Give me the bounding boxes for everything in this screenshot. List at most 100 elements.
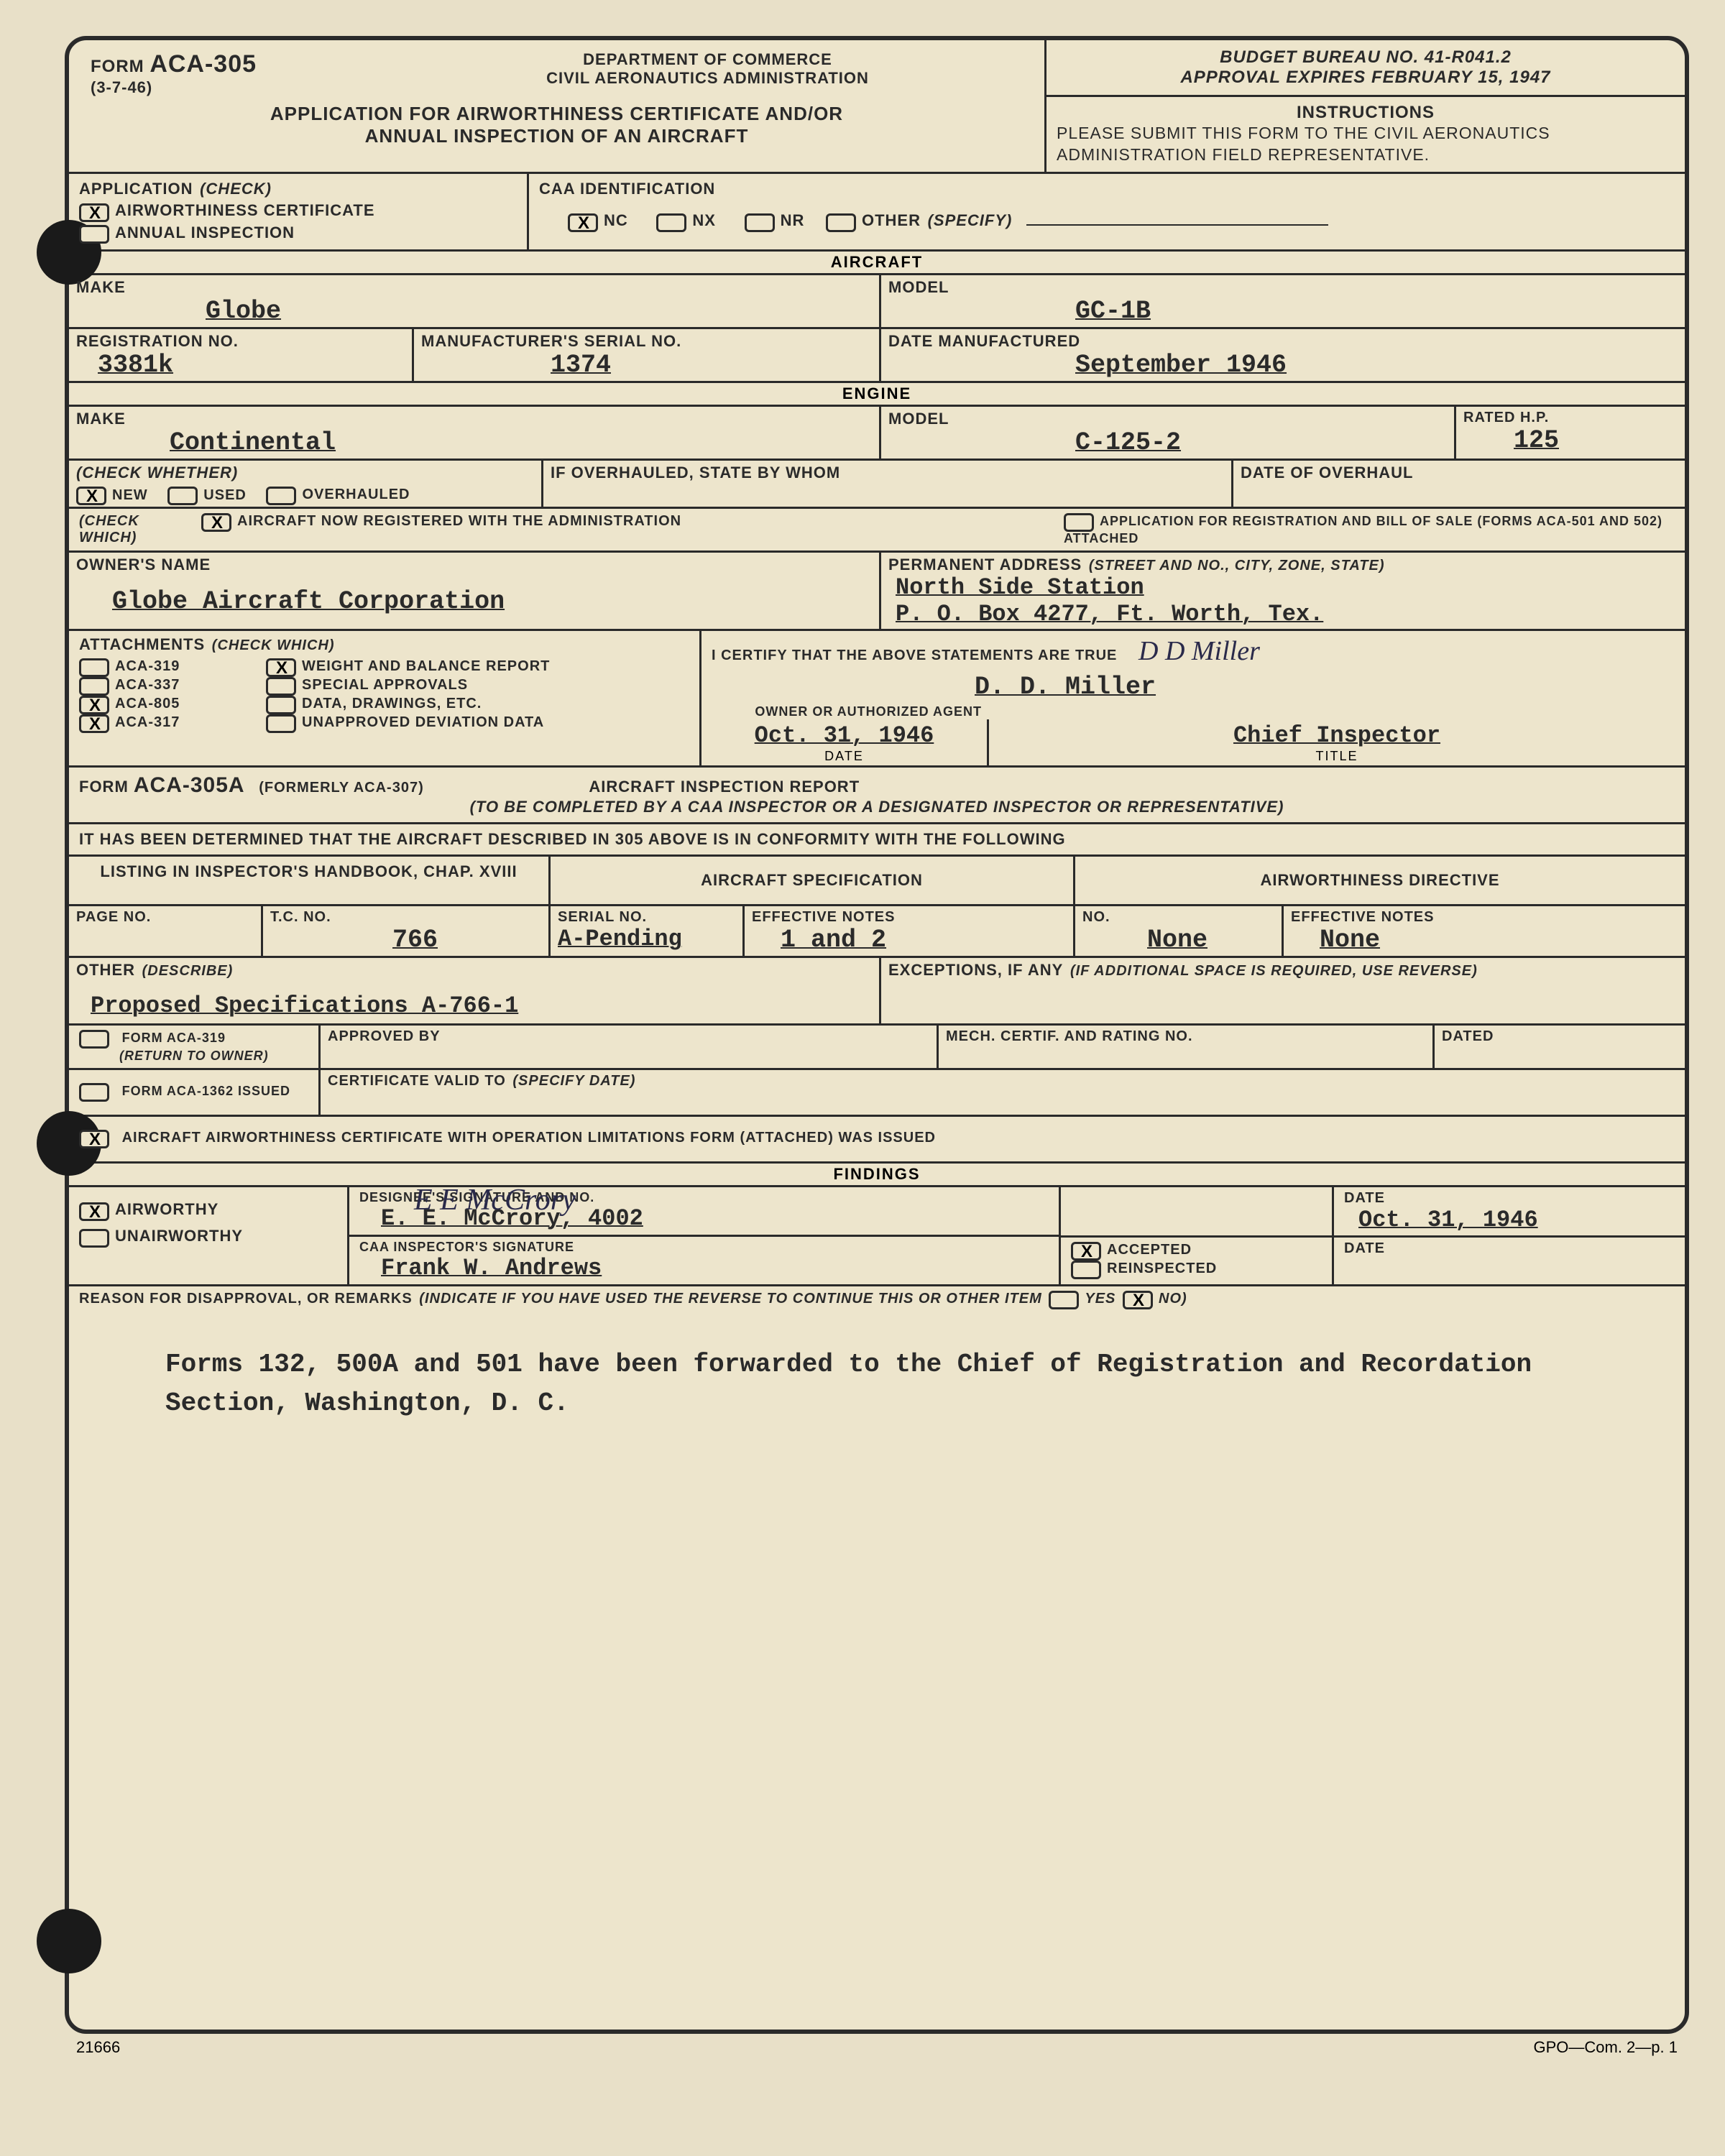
checkbox-nc[interactable] bbox=[568, 213, 598, 232]
checkbox-annual-inspection[interactable] bbox=[79, 225, 109, 244]
certificate-valid-hint: (Specify date) bbox=[512, 1073, 635, 1089]
checkbox-used[interactable] bbox=[167, 487, 198, 505]
date-manufactured-value: September 1946 bbox=[888, 351, 1678, 379]
checkbox-data-drawings[interactable] bbox=[266, 696, 296, 714]
approved-by-label: APPROVED BY bbox=[321, 1026, 939, 1068]
make-label: MAKE bbox=[76, 278, 872, 297]
engine-banner: ENGINE bbox=[69, 383, 1685, 407]
checkbox-aca-319[interactable] bbox=[79, 658, 109, 677]
aircraft-spec-label: AIRCRAFT SPECIFICATION bbox=[551, 857, 1075, 904]
checkbox-aca-317[interactable] bbox=[79, 714, 109, 733]
checkbox-form-319[interactable] bbox=[79, 1030, 109, 1049]
gpo-mark: GPO—Com. 2—p. 1 bbox=[1533, 2038, 1678, 2057]
instructions-text: Please submit this form to the Civil Aer… bbox=[1057, 123, 1675, 166]
reason-label: REASON FOR DISAPPROVAL, OR REMARKS bbox=[79, 1291, 413, 1307]
tc-no-label: T.C. NO. bbox=[270, 909, 541, 926]
awc-issued-row: AIRCRAFT AIRWORTHINESS CERTIFICATE WITH … bbox=[69, 1117, 1685, 1164]
caa-inspector-label: CAA INSPECTOR'S SIGNATURE bbox=[359, 1240, 1049, 1255]
signature-script: D D Miller bbox=[1138, 636, 1260, 666]
mfg-serial-label: MANUFACTURER'S SERIAL NO. bbox=[421, 332, 872, 351]
remarks-section: REASON FOR DISAPPROVAL, OR REMARKS (Indi… bbox=[69, 1286, 1685, 1427]
engine-model-label: MODEL bbox=[888, 410, 1447, 428]
budget-bureau: BUDGET BUREAU NO. 41-R041.2 bbox=[1057, 47, 1675, 68]
certify-title-value: Chief Inspector bbox=[996, 722, 1678, 749]
permanent-address-hint: (Street and No., City, Zone, State) bbox=[1089, 558, 1385, 573]
aircraft-reg-row: REGISTRATION NO. 3381k MANUFACTURER'S SE… bbox=[69, 329, 1685, 383]
engine-row: MAKE Continental MODEL C-125-2 RATED H.P… bbox=[69, 407, 1685, 461]
checkbox-registered-now[interactable] bbox=[201, 513, 231, 532]
caa-inspector-value: Frank W. Andrews bbox=[359, 1255, 1049, 1281]
page-stamp-number: 21666 bbox=[76, 2038, 120, 2057]
owner-name-label: OWNER'S NAME bbox=[76, 556, 872, 574]
page-no-label: PAGE NO. bbox=[76, 909, 254, 926]
form-305a-number: ACA-305a bbox=[134, 773, 245, 797]
checkbox-airworthy[interactable] bbox=[79, 1202, 109, 1221]
checkbox-accepted[interactable] bbox=[1071, 1242, 1101, 1261]
other-label: OTHER bbox=[76, 961, 135, 979]
checkbox-special-approvals[interactable] bbox=[266, 677, 296, 696]
form-319-row: FORM ACA-319 (Return to owner) APPROVED … bbox=[69, 1026, 1685, 1070]
designee-script: E E McCrory bbox=[414, 1183, 576, 1217]
dept-line-1: DEPARTMENT OF COMMERCE bbox=[378, 50, 1037, 69]
checkbox-new[interactable] bbox=[76, 487, 106, 505]
form-number: ACA-305 bbox=[150, 50, 257, 78]
checkbox-aca-337[interactable] bbox=[79, 677, 109, 696]
instructions-heading: INSTRUCTIONS bbox=[1057, 103, 1675, 123]
other-describe: (Describe) bbox=[142, 963, 234, 979]
checkbox-unairworthy[interactable] bbox=[79, 1229, 109, 1248]
checkbox-form-1362[interactable] bbox=[79, 1083, 109, 1102]
serial-no-value: A-Pending bbox=[558, 926, 735, 952]
attachments-label: ATTACHMENTS bbox=[79, 635, 205, 653]
approval-expires: APPROVAL EXPIRES FEBRUARY 15, 1947 bbox=[1057, 68, 1675, 88]
date-overhaul-label: DATE OF OVERHAUL bbox=[1241, 464, 1678, 482]
listing-values: PAGE NO. T.C. NO. 766 SERIAL NO. A-Pendi… bbox=[69, 906, 1685, 958]
other-exceptions-row: OTHER (Describe) Proposed Specifications… bbox=[69, 958, 1685, 1026]
checkbox-nr[interactable] bbox=[745, 213, 775, 232]
checkbox-reverse-no[interactable] bbox=[1123, 1291, 1153, 1309]
overhaul-row: (Check whether) NEW USED OVERHAULED IF O… bbox=[69, 461, 1685, 509]
checkbox-other[interactable] bbox=[826, 213, 856, 232]
engine-make-value: Continental bbox=[76, 428, 872, 457]
attachments-row: ATTACHMENTS (Check which) ACA-319 ACA-33… bbox=[69, 631, 1685, 768]
effective-notes-2-value: None bbox=[1291, 926, 1678, 954]
checkbox-reinspected[interactable] bbox=[1071, 1261, 1101, 1279]
owner-row: OWNER'S NAME Globe Aircraft Corporation … bbox=[69, 553, 1685, 631]
certify-title-label: TITLE bbox=[996, 749, 1678, 764]
certify-date-label: DATE bbox=[709, 749, 980, 764]
inspection-report-heading: AIRCRAFT INSPECTION REPORT bbox=[589, 778, 860, 796]
checkbox-aca-805[interactable] bbox=[79, 696, 109, 714]
check-which-label: (Check which) bbox=[79, 513, 139, 545]
aircraft-make-model: MAKE Globe MODEL GC-1B bbox=[69, 275, 1685, 329]
mfg-serial-value: 1374 bbox=[421, 351, 872, 379]
certificate-valid-label: CERTIFICATE VALID TO bbox=[328, 1073, 506, 1089]
findings-date-value: Oct. 31, 1946 bbox=[1344, 1207, 1675, 1233]
form-date: (3-7-46) bbox=[91, 78, 152, 96]
checkbox-reverse-yes[interactable] bbox=[1049, 1291, 1079, 1309]
registration-no-value: 3381k bbox=[76, 351, 405, 379]
form-305a-header: FORM ACA-305a (FORMERLY ACA-307) AIRCRAF… bbox=[69, 768, 1685, 824]
checkbox-unapproved-deviation[interactable] bbox=[266, 714, 296, 733]
application-section: APPLICATION (Check) AIRWORTHINESS CERTIF… bbox=[69, 174, 1685, 252]
reason-hint: (Indicate if you have used the reverse t… bbox=[419, 1291, 1041, 1307]
aircraft-banner: AIRCRAFT bbox=[69, 252, 1685, 275]
rated-hp-label: RATED H.P. bbox=[1463, 410, 1678, 426]
checkbox-weight-balance[interactable] bbox=[266, 658, 296, 677]
checkbox-overhauled[interactable] bbox=[266, 487, 296, 505]
effective-notes-label: EFFECTIVE NOTES bbox=[752, 909, 1066, 926]
model-value: GC-1B bbox=[888, 297, 1678, 326]
conformity-statement: IT HAS BEEN DETERMINED THAT THE AIRCRAFT… bbox=[69, 824, 1685, 857]
model-label: MODEL bbox=[888, 278, 1678, 297]
checkbox-awc-issued[interactable] bbox=[79, 1130, 109, 1148]
inspection-report-sub: (To be completed by a CAA inspector or a… bbox=[79, 798, 1675, 816]
dept-line-2: CIVIL AERONAUTICS ADMINISTRATION bbox=[378, 69, 1037, 88]
checkbox-nx[interactable] bbox=[656, 213, 686, 232]
exceptions-hint: (If additional space is required, use re… bbox=[1070, 963, 1478, 979]
listing-headers: LISTING IN INSPECTOR'S HANDBOOK, CHAP. X… bbox=[69, 857, 1685, 906]
form-305a-formerly: (FORMERLY ACA-307) bbox=[259, 780, 424, 796]
permanent-address-label: PERMANENT ADDRESS bbox=[888, 556, 1082, 573]
owner-name-value: Globe Aircraft Corporation bbox=[76, 574, 872, 619]
checkbox-registration-application[interactable] bbox=[1064, 513, 1094, 532]
caa-identification-label: CAA IDENTIFICATION bbox=[539, 180, 1675, 198]
punch-hole bbox=[37, 1909, 101, 1973]
checkbox-airworthiness-cert[interactable] bbox=[79, 203, 109, 222]
